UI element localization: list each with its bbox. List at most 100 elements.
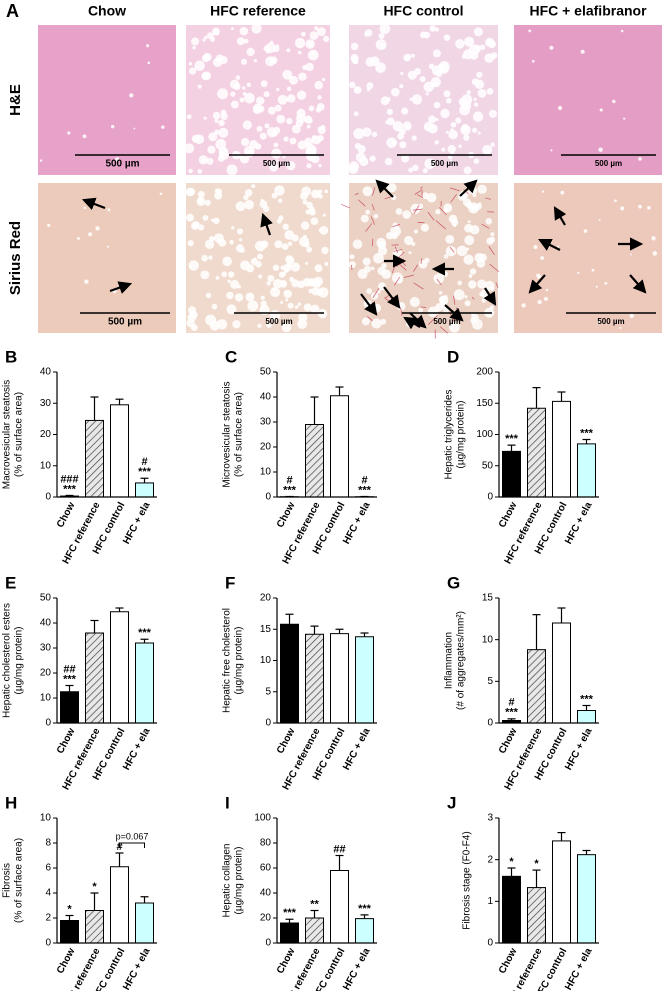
fiber — [403, 274, 414, 278]
tissue-texture — [418, 307, 424, 313]
tissue-texture — [464, 235, 475, 246]
tissue-texture — [206, 157, 214, 165]
scale-bar-label: 500 µm — [265, 317, 292, 326]
tissue-texture — [395, 275, 404, 284]
tissue-texture — [489, 286, 495, 291]
tissue-texture — [386, 117, 395, 126]
tissue-texture — [242, 91, 247, 96]
tissue-texture — [651, 236, 656, 241]
tissue-texture — [201, 71, 210, 81]
fiber — [413, 204, 420, 214]
tissue-texture — [198, 155, 209, 165]
y-tick-label: 1 — [487, 896, 493, 907]
tissue-texture — [599, 108, 603, 112]
fiber — [449, 187, 460, 192]
tissue-texture — [273, 126, 281, 135]
y-tick-label: 15 — [260, 624, 272, 635]
bar — [305, 633, 324, 724]
y-tick-label: 20 — [40, 668, 52, 679]
tissue-texture — [426, 192, 437, 203]
tissue-texture — [197, 196, 204, 204]
tissue-texture — [260, 295, 266, 301]
fiber — [367, 316, 373, 322]
significance-label: # — [141, 456, 147, 468]
tissue-texture — [297, 140, 307, 150]
x-tick-label: Chow — [497, 946, 520, 975]
tissue-texture — [322, 35, 330, 42]
y-axis-label: (µg/mg protein) — [456, 400, 467, 468]
tissue-texture — [83, 206, 87, 210]
tissue-texture — [243, 38, 249, 44]
fiber — [351, 264, 353, 271]
y-tick-label: 0 — [265, 718, 271, 729]
tissue-texture — [220, 112, 228, 121]
tissue-texture — [282, 69, 293, 80]
fiber — [485, 197, 491, 200]
tissue-texture — [365, 209, 371, 215]
tissue-texture — [282, 154, 286, 159]
y-tick-label: 0 — [265, 492, 271, 503]
tissue-texture — [445, 234, 455, 244]
tissue-texture — [306, 246, 313, 253]
tissue-texture — [208, 132, 218, 142]
tissue-texture — [146, 44, 150, 48]
y-tick-label: 0 — [487, 492, 493, 503]
bar — [502, 875, 521, 944]
tissue-texture — [211, 303, 218, 310]
tissue-texture — [577, 271, 580, 275]
tissue-texture — [249, 139, 258, 149]
tissue-texture — [473, 97, 477, 102]
tissue-texture — [443, 203, 453, 213]
arrow — [444, 304, 464, 322]
y-tick-label: 3 — [487, 813, 493, 824]
y-axis-label: Hepatic cholesterol esters — [2, 603, 13, 718]
tissue-texture — [212, 111, 221, 120]
y-tick-label: 100 — [254, 813, 271, 824]
panel-letter: E — [5, 573, 16, 592]
tissue-texture — [312, 149, 317, 154]
tissue-texture — [485, 217, 493, 225]
tissue-texture — [285, 298, 289, 302]
tissue-texture — [427, 306, 439, 318]
tissue-texture — [226, 164, 238, 176]
bar — [135, 642, 154, 724]
x-tick-label: Chow — [275, 946, 298, 975]
panel-letter: H — [5, 793, 17, 812]
tissue-texture — [314, 26, 319, 31]
tissue-texture — [324, 261, 329, 266]
tissue-texture — [477, 131, 481, 135]
fiber — [488, 246, 495, 256]
tissue-texture — [429, 25, 436, 32]
tissue-texture — [189, 265, 193, 269]
tissue-texture — [252, 105, 262, 115]
tissue-texture — [455, 39, 465, 49]
bar — [110, 404, 129, 498]
tissue-texture — [306, 142, 311, 148]
tissue-texture — [204, 35, 208, 40]
fiber — [481, 223, 490, 229]
y-axis-label: (% of surface area) — [14, 838, 25, 923]
tissue-texture — [481, 298, 487, 303]
tissue-texture — [267, 274, 275, 282]
tissue-texture — [188, 260, 199, 271]
tissue-texture — [425, 92, 429, 96]
tissue-texture — [469, 186, 478, 195]
tissue-texture — [445, 245, 457, 257]
tissue-texture — [214, 118, 219, 123]
tissue-texture — [298, 50, 302, 55]
tissue-texture — [289, 276, 295, 283]
panel-letter: F — [225, 573, 235, 592]
tissue-texture — [440, 108, 450, 119]
tissue-texture — [486, 87, 494, 95]
tissue-texture — [218, 119, 225, 127]
tissue-texture — [235, 75, 241, 80]
tissue-texture — [443, 90, 451, 98]
tissue-texture — [371, 318, 382, 329]
bar — [552, 400, 571, 498]
tissue-texture — [459, 104, 471, 116]
tissue-texture — [381, 269, 391, 280]
tissue-texture — [612, 99, 616, 104]
tissue-texture — [39, 159, 43, 162]
tissue-texture — [201, 254, 208, 262]
tissue-texture — [387, 182, 397, 193]
